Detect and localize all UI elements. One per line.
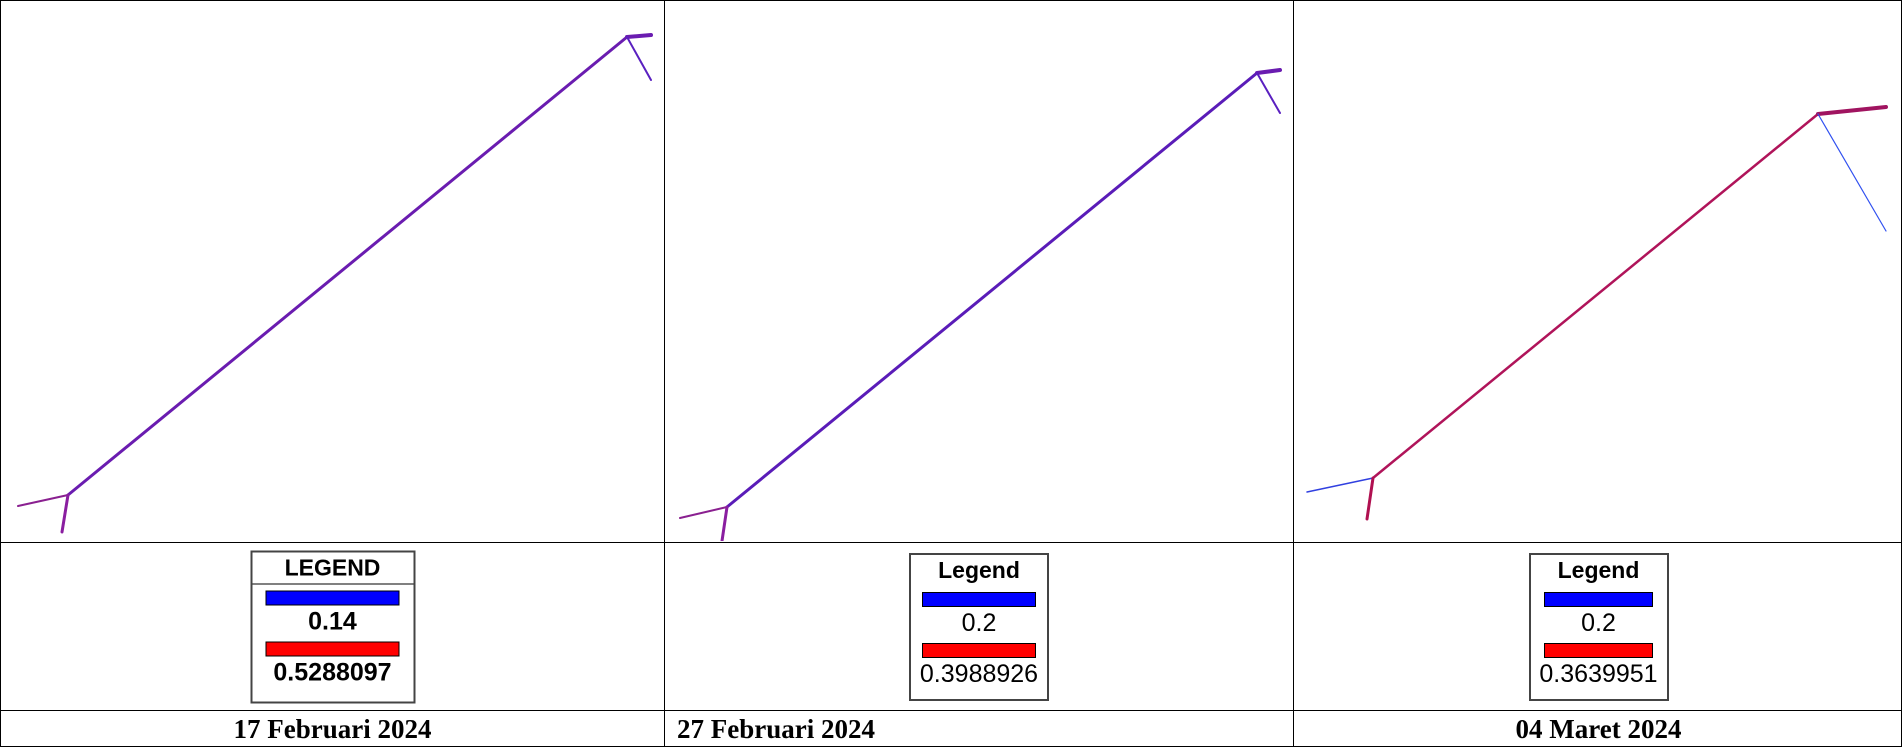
legend-swatch	[1544, 642, 1653, 658]
legend-value: 0.2	[961, 608, 997, 637]
legend-cell: Legend 0.2 0.3988926	[665, 543, 1294, 711]
legend-value: 0.3639951	[1539, 659, 1658, 688]
legend-swatch	[922, 642, 1036, 658]
legend-value: 0.5288097	[273, 658, 392, 686]
legend-value: 0.2	[1581, 608, 1616, 637]
legend-cell: LEGEND 0.14 0.5288097	[1, 543, 665, 711]
date-caption: 04 Maret 2024	[1515, 714, 1682, 744]
map-panel	[1, 1, 665, 543]
map	[17, 33, 653, 534]
legend-swatch	[922, 591, 1036, 607]
legend-cell: Legend 0.2 0.3639951	[1294, 543, 1902, 711]
legend-swatch	[265, 641, 400, 656]
legend-title: Legend	[1557, 556, 1640, 583]
legend-value: 0.14	[308, 607, 357, 635]
legend-title: LEGEND	[252, 552, 413, 584]
map-panel	[665, 1, 1294, 543]
legend: LEGEND 0.14 0.5288097	[250, 550, 415, 703]
legend: Legend 0.2 0.3988926	[909, 552, 1049, 701]
legend-title: Legend	[938, 556, 1020, 583]
map	[1306, 105, 1888, 521]
map	[679, 68, 1282, 541]
legend-value: 0.3988926	[919, 659, 1039, 688]
legend-swatch	[265, 590, 400, 605]
legend-swatch	[1544, 591, 1653, 607]
date-caption: 27 Februari 2024	[665, 711, 1294, 747]
map-panel	[1294, 1, 1902, 543]
legend: Legend 0.2 0.3639951	[1528, 552, 1669, 701]
date-caption: 17 Februari 2024	[1, 711, 665, 747]
